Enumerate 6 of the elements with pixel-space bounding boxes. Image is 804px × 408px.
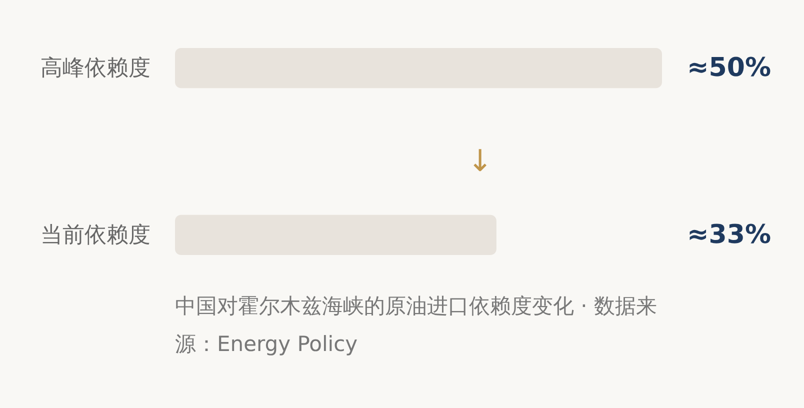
annotation: ↓ (467, 144, 493, 179)
annotation: 中国对霍尔木兹海峡的原油进口依赖度变化 · 数据来源：Energy Policy (175, 294, 658, 356)
data-label: ≈33% (687, 220, 772, 250)
y-tick-label: 当前依赖度 (40, 222, 150, 248)
data-label: ≈50% (687, 53, 772, 84)
y-tick-label: 高峰依赖度 (40, 56, 150, 82)
